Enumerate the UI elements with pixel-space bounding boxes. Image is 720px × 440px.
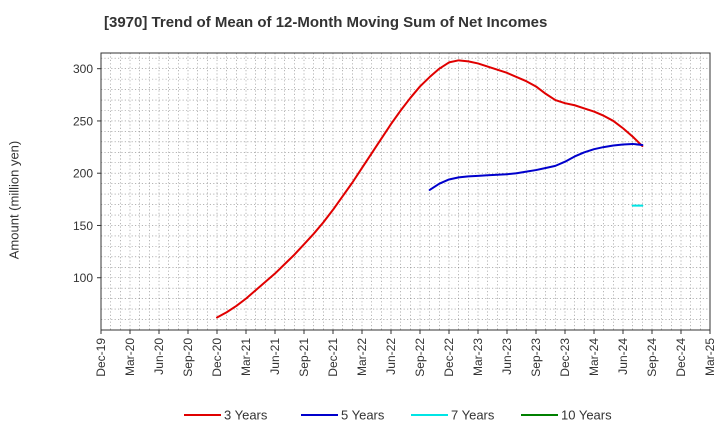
x-tick-label: Sep-20: [181, 338, 195, 377]
y-tick-label: 150: [73, 219, 93, 233]
x-tick-label: Mar-24: [587, 338, 601, 376]
x-tick-label: Sep-24: [645, 338, 659, 377]
x-tick-label: Dec-20: [210, 338, 224, 377]
x-tick-label: Mar-22: [355, 338, 369, 376]
x-tick-label: Dec-21: [326, 338, 340, 377]
x-tick-label: Sep-23: [529, 338, 543, 377]
y-tick-label: 100: [73, 271, 93, 285]
x-tick-label: Jun-23: [500, 338, 514, 375]
plot-frame: [100, 52, 711, 331]
legend-label: 5 Years: [341, 408, 385, 423]
x-tick-label: Dec-23: [558, 338, 572, 377]
chart-title: [3970] Trend of Mean of 12-Month Moving …: [104, 14, 548, 31]
x-tick-label: Mar-21: [239, 338, 253, 376]
y-tick-label: 250: [73, 114, 93, 128]
x-tick-label: Jun-22: [384, 338, 398, 375]
legend-label: 7 Years: [451, 408, 495, 423]
x-tick-label: Sep-21: [297, 338, 311, 377]
x-tick-label: Sep-22: [413, 338, 427, 377]
x-tick-label: Mar-25: [703, 338, 717, 376]
x-tick-label: Dec-19: [94, 338, 108, 377]
x-tick-label: Jun-21: [268, 338, 282, 375]
x-tick-label: Mar-20: [123, 338, 137, 376]
y-tick-label: 200: [73, 167, 93, 181]
x-tick-label: Jun-20: [152, 338, 166, 375]
x-tick-label: Dec-24: [674, 338, 688, 377]
x-tick-label: Mar-23: [471, 338, 485, 376]
x-tick-label: Dec-22: [442, 338, 456, 377]
series-line-5-years: [428, 142, 644, 191]
legend-label: 10 Years: [561, 408, 612, 423]
chart-legend: 3 Years 5 Years 7 Years 10 Years: [184, 408, 612, 423]
x-tick-label: Jun-24: [616, 338, 630, 375]
y-tick-label: 300: [73, 62, 93, 76]
grid: [101, 53, 710, 330]
legend-label: 3 Years: [224, 408, 268, 423]
series-line-3-years: [216, 59, 644, 319]
